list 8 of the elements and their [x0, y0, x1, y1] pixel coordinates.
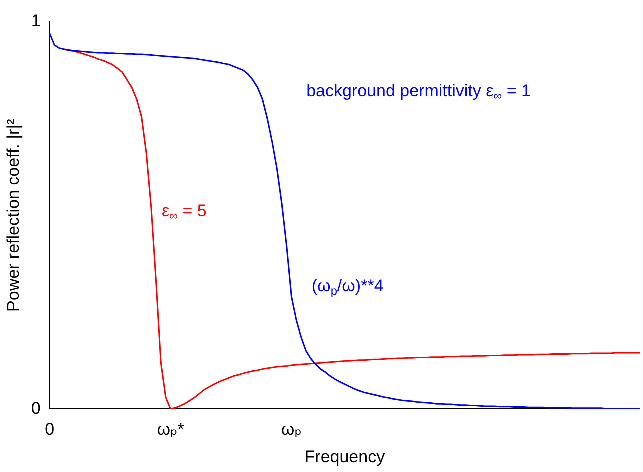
x-axis-title: Frequency [304, 447, 386, 466]
x-tick-label: 0 [45, 420, 55, 440]
annotation: background permittivity ε∞ = 1 [306, 81, 531, 104]
x-tick-label: ωₚ* [157, 420, 185, 440]
y-tick-label: 1 [31, 12, 41, 31]
y-axis-title: Power reflection coeff. |r|² [4, 118, 23, 312]
annotation: ε∞ = 5 [162, 201, 207, 224]
x-tick-label: ωₚ [281, 420, 302, 440]
